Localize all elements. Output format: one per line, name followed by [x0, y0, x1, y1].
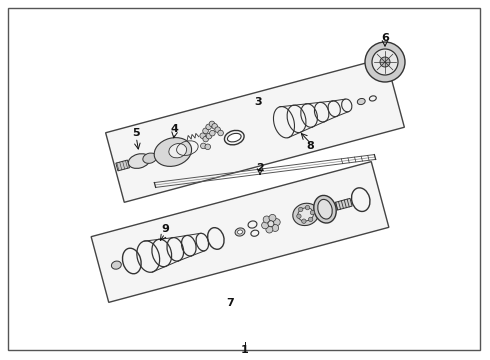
Circle shape [209, 121, 215, 127]
Ellipse shape [298, 208, 314, 221]
Circle shape [305, 206, 310, 210]
Circle shape [262, 222, 269, 229]
Polygon shape [336, 198, 352, 210]
Circle shape [200, 133, 205, 139]
Circle shape [372, 49, 398, 75]
Circle shape [268, 221, 274, 227]
Ellipse shape [357, 98, 365, 105]
Text: 3: 3 [254, 97, 262, 107]
Ellipse shape [143, 153, 157, 163]
Ellipse shape [238, 230, 243, 234]
Circle shape [212, 123, 218, 129]
Polygon shape [106, 58, 404, 202]
Circle shape [310, 210, 315, 215]
Text: 9: 9 [161, 224, 169, 234]
Circle shape [298, 207, 303, 212]
Ellipse shape [111, 261, 122, 269]
Ellipse shape [235, 228, 245, 236]
Text: 6: 6 [381, 33, 389, 43]
Circle shape [210, 130, 215, 136]
Polygon shape [116, 160, 129, 171]
Ellipse shape [318, 199, 332, 219]
Circle shape [205, 144, 211, 150]
Ellipse shape [128, 154, 150, 168]
Circle shape [266, 226, 273, 233]
Circle shape [203, 128, 208, 134]
Circle shape [218, 130, 223, 136]
Polygon shape [91, 162, 389, 302]
Text: 2: 2 [256, 163, 264, 173]
Ellipse shape [154, 138, 192, 166]
Text: 7: 7 [226, 298, 234, 308]
Ellipse shape [314, 195, 336, 223]
Circle shape [273, 219, 280, 226]
Text: 4: 4 [171, 124, 178, 134]
Circle shape [297, 214, 301, 219]
Circle shape [206, 124, 211, 130]
Circle shape [263, 216, 270, 223]
Circle shape [269, 215, 276, 221]
Ellipse shape [293, 203, 318, 226]
Circle shape [271, 225, 279, 231]
Circle shape [203, 136, 208, 142]
Text: 1: 1 [241, 345, 249, 355]
Circle shape [200, 143, 206, 149]
Circle shape [302, 219, 306, 223]
Circle shape [380, 57, 390, 67]
Ellipse shape [169, 144, 187, 158]
Circle shape [308, 217, 313, 221]
Ellipse shape [227, 133, 241, 142]
Circle shape [365, 42, 405, 82]
Text: 8: 8 [307, 141, 315, 152]
Circle shape [215, 127, 220, 132]
Circle shape [206, 133, 212, 139]
Text: 5: 5 [132, 129, 140, 139]
